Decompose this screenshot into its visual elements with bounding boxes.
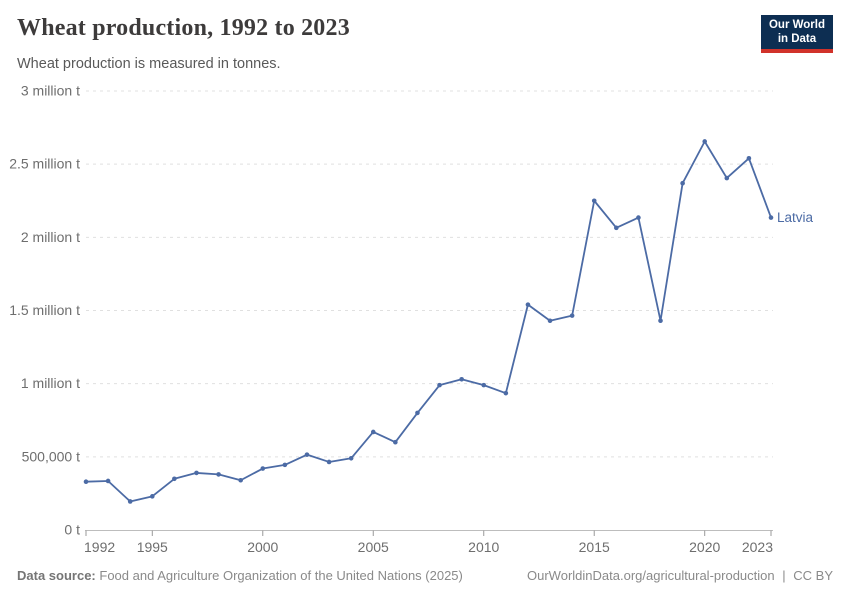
data-point[interactable] <box>282 462 288 468</box>
data-point[interactable] <box>172 476 177 482</box>
y-axis-label: 0 t <box>64 522 80 538</box>
data-point[interactable] <box>569 313 575 318</box>
data-point[interactable] <box>238 477 243 483</box>
x-axis-label: 2005 <box>358 539 389 555</box>
footer-links: OurWorldinData.org/agricultural-producti… <box>527 568 833 583</box>
data-source-text: Food and Agriculture Organization of the… <box>99 568 463 583</box>
y-axis-label: 2 million t <box>21 229 80 245</box>
chart-subtitle: Wheat production is measured in tonnes. <box>17 56 281 72</box>
data-point[interactable] <box>481 382 487 388</box>
data-point[interactable] <box>393 439 398 445</box>
data-point[interactable] <box>216 472 221 477</box>
x-axis-label: 2020 <box>689 539 720 555</box>
data-point[interactable] <box>658 318 663 324</box>
owid-logo-line2: in Data <box>777 32 817 45</box>
footer-url[interactable]: OurWorldinData.org/agricultural-producti… <box>527 568 775 583</box>
x-axis-label: 2015 <box>579 539 610 555</box>
x-axis-label: 2000 <box>247 539 278 555</box>
data-point[interactable] <box>149 494 155 499</box>
data-point[interactable] <box>415 410 420 416</box>
owid-logo[interactable]: Our World in Data <box>760 15 833 53</box>
y-axis-label: 1 million t <box>21 375 80 391</box>
y-axis-label: 1.5 million t <box>9 302 80 318</box>
data-point[interactable] <box>636 215 641 220</box>
x-axis-label: 1995 <box>137 539 168 555</box>
data-point[interactable] <box>194 470 199 476</box>
y-axis-label: 2.5 million t <box>9 156 80 172</box>
x-axis-label: 2023 <box>742 539 773 555</box>
data-point[interactable] <box>768 215 774 220</box>
data-source: Data source: Food and Agriculture Organi… <box>17 568 463 583</box>
data-point[interactable] <box>326 459 332 465</box>
data-point[interactable] <box>591 198 597 204</box>
data-point[interactable] <box>127 499 133 504</box>
data-point[interactable] <box>547 318 553 324</box>
data-point[interactable] <box>702 139 708 144</box>
owid-logo-line1: Our World <box>768 19 825 31</box>
data-point[interactable] <box>348 455 354 461</box>
data-point[interactable] <box>260 466 266 471</box>
data-point[interactable] <box>437 382 442 388</box>
y-axis-label: 3 million t <box>21 83 80 99</box>
data-point[interactable] <box>525 302 531 307</box>
data-point[interactable] <box>746 156 752 161</box>
license-cc-by[interactable]: CC BY <box>793 568 833 583</box>
series-label-latvia[interactable]: Latvia <box>777 210 814 225</box>
data-point[interactable] <box>83 479 89 485</box>
data-point[interactable] <box>614 225 619 231</box>
data-point[interactable] <box>370 429 376 435</box>
data-point[interactable] <box>680 180 685 186</box>
data-point[interactable] <box>459 376 464 382</box>
data-point[interactable] <box>724 175 730 181</box>
data-point[interactable] <box>105 478 111 484</box>
data-point[interactable] <box>304 452 310 457</box>
chart-footer: Data source: Food and Agriculture Organi… <box>17 568 833 583</box>
x-axis-label: 2010 <box>468 539 499 555</box>
data-source-label: Data source: <box>17 568 96 583</box>
data-point[interactable] <box>503 390 509 396</box>
y-axis-label: 500,000 t <box>22 448 80 464</box>
page-title: Wheat production, 1992 to 2023 <box>17 15 350 41</box>
footer-separator: | <box>782 568 786 583</box>
latvia-series-line <box>85 140 772 503</box>
x-axis-label: 1992 <box>84 539 115 555</box>
